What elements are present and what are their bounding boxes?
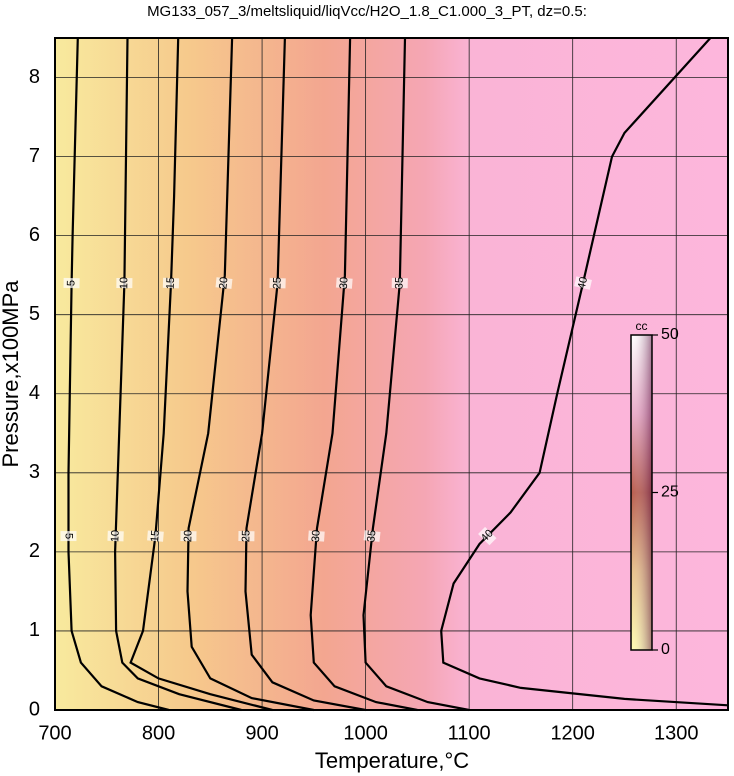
contour-line xyxy=(309,37,418,712)
colorbar-tick-label: 25 xyxy=(661,484,679,501)
contour-label: 15 xyxy=(165,277,177,290)
contour-line xyxy=(113,37,242,712)
contour-label-bg xyxy=(269,277,286,289)
y-tick-label: 8 xyxy=(29,66,40,88)
contour-label-bg xyxy=(391,277,408,289)
contour-label: 30 xyxy=(338,276,351,289)
contour-label: 15 xyxy=(149,529,162,542)
contour-line xyxy=(67,37,170,712)
colorbar-tick-label: 50 xyxy=(661,326,679,343)
y-tick-label: 2 xyxy=(29,540,40,562)
contour-label: 35 xyxy=(394,277,406,290)
y-tick-label: 5 xyxy=(29,303,40,325)
x-axis-title: Temperature,°C xyxy=(315,748,469,773)
contour-label-bg xyxy=(215,277,233,289)
contour-label-bg xyxy=(478,526,497,546)
y-tick-label: 3 xyxy=(29,461,40,483)
contour-line xyxy=(440,37,729,707)
contour-label-bg xyxy=(180,530,197,542)
x-tick-label: 1200 xyxy=(550,722,595,744)
contour-label: 20 xyxy=(217,276,230,289)
contour-label-bg xyxy=(162,277,180,289)
contour-label-bg xyxy=(147,530,164,542)
contour-label: 20 xyxy=(182,530,194,542)
colorbar-title: cc xyxy=(636,319,648,333)
contour-label-bg xyxy=(363,530,381,542)
contour-label: 10 xyxy=(109,530,121,543)
x-tick-label: 700 xyxy=(38,722,71,744)
y-tick-label: 4 xyxy=(29,382,40,404)
colorbar-shade xyxy=(631,335,652,650)
contour-line xyxy=(362,37,470,712)
x-tick-label: 1300 xyxy=(654,722,699,744)
y-tick-label: 7 xyxy=(29,145,40,167)
x-tick-label: 1000 xyxy=(343,722,388,744)
contour-label: 25 xyxy=(240,530,252,542)
contour-label-bg xyxy=(107,530,124,542)
contour-label-bg xyxy=(308,530,325,542)
contour-label-bg xyxy=(116,277,133,289)
colorbar-tick-label: 0 xyxy=(661,641,670,658)
y-tick-label: 0 xyxy=(29,698,40,720)
contour-label-bg xyxy=(335,277,353,289)
y-tick-label: 6 xyxy=(29,224,40,246)
contour-line xyxy=(244,37,366,712)
contour-label: 40 xyxy=(576,276,590,291)
y-axis-title: Pressure,x100MPa xyxy=(0,280,23,468)
contour-label: 30 xyxy=(310,530,323,543)
chart-title: MG133_057_3/meltsliquid/liqVcc/H2O_1.8_C… xyxy=(147,3,587,20)
contour-label-bg xyxy=(238,530,255,542)
contour-label-bg xyxy=(63,277,80,289)
contour-label: 35 xyxy=(365,529,378,542)
contour-line xyxy=(186,37,315,712)
y-tick-label: 1 xyxy=(29,619,40,641)
contour-label-bg xyxy=(574,276,592,290)
contour-label-bg xyxy=(60,531,77,542)
contour-label: 5 xyxy=(65,280,77,286)
x-tick-label: 1100 xyxy=(448,722,491,744)
contour-label: 5 xyxy=(63,533,75,539)
plot-frame xyxy=(54,37,729,711)
x-tick-label: 800 xyxy=(142,722,175,744)
contour-label: 10 xyxy=(118,277,130,289)
x-tick-label: 900 xyxy=(245,722,278,744)
contour-label: 25 xyxy=(271,277,283,290)
contour-line xyxy=(129,37,273,712)
